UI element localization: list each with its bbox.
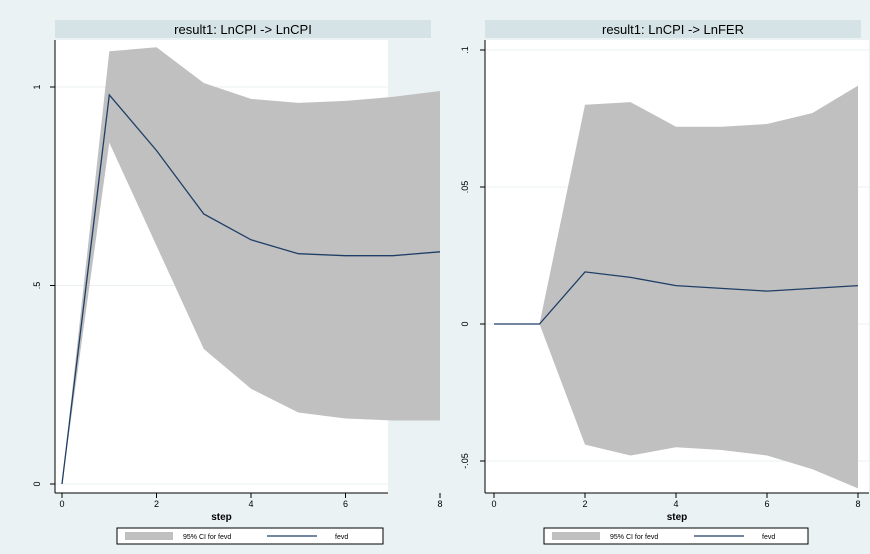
ci-band <box>62 47 440 485</box>
y-tick-label: -.05 <box>460 453 470 469</box>
legend <box>543 527 809 545</box>
chart-panel-2: result1: LnCPI -> LnFER -.05 0 .05 .1 0 2 4 6 8 st… <box>460 20 869 545</box>
x-tick-label: 2 <box>582 499 587 509</box>
fevd-line <box>494 271 859 325</box>
chart-title-bar <box>485 20 861 38</box>
x-axis-label: step <box>667 512 688 523</box>
legend-label-fevd: fevd <box>335 534 348 541</box>
x-tick-label: 6 <box>343 499 348 509</box>
x-tick-label: 0 <box>491 499 496 509</box>
x-tick-label: 0 <box>59 499 64 509</box>
legend-label-ci: 95% CI for fevd <box>183 534 231 541</box>
y-tick-label: 0 <box>32 481 42 486</box>
y-tick-label: 0 <box>460 321 470 326</box>
x-tick-label: 8 <box>437 499 442 509</box>
x-tick-label: 4 <box>248 499 253 509</box>
x-tick-label: 2 <box>154 499 159 509</box>
y-tick-label: 1 <box>32 84 42 89</box>
legend-swatch-ci <box>125 532 173 540</box>
x-axis-label: step <box>211 512 232 523</box>
chart-title-bar <box>55 20 431 38</box>
y-tick-label: .1 <box>460 46 470 54</box>
legend-swatch-ci <box>552 532 600 540</box>
ci-band <box>494 85 858 489</box>
chart-title: result1: LnCPI -> LnCPI <box>174 22 312 37</box>
x-tick-label: 6 <box>764 499 769 509</box>
y-tick-label: .05 <box>460 181 470 194</box>
legend-label-fevd: fevd <box>762 534 775 541</box>
chart-panel-1: result1: LnCPI -> LnCPI 0 .5 1 0 2 4 6 8 step 95% … <box>32 20 443 545</box>
x-tick-label: 8 <box>855 499 860 509</box>
y-tick-label: .5 <box>32 282 42 290</box>
x-tick-label: 4 <box>673 499 678 509</box>
chart-title: result1: LnCPI -> LnFER <box>602 22 744 37</box>
legend <box>116 527 384 545</box>
fevd-line <box>61 93 441 485</box>
legend-label-ci: 95% CI for fevd <box>610 534 658 541</box>
